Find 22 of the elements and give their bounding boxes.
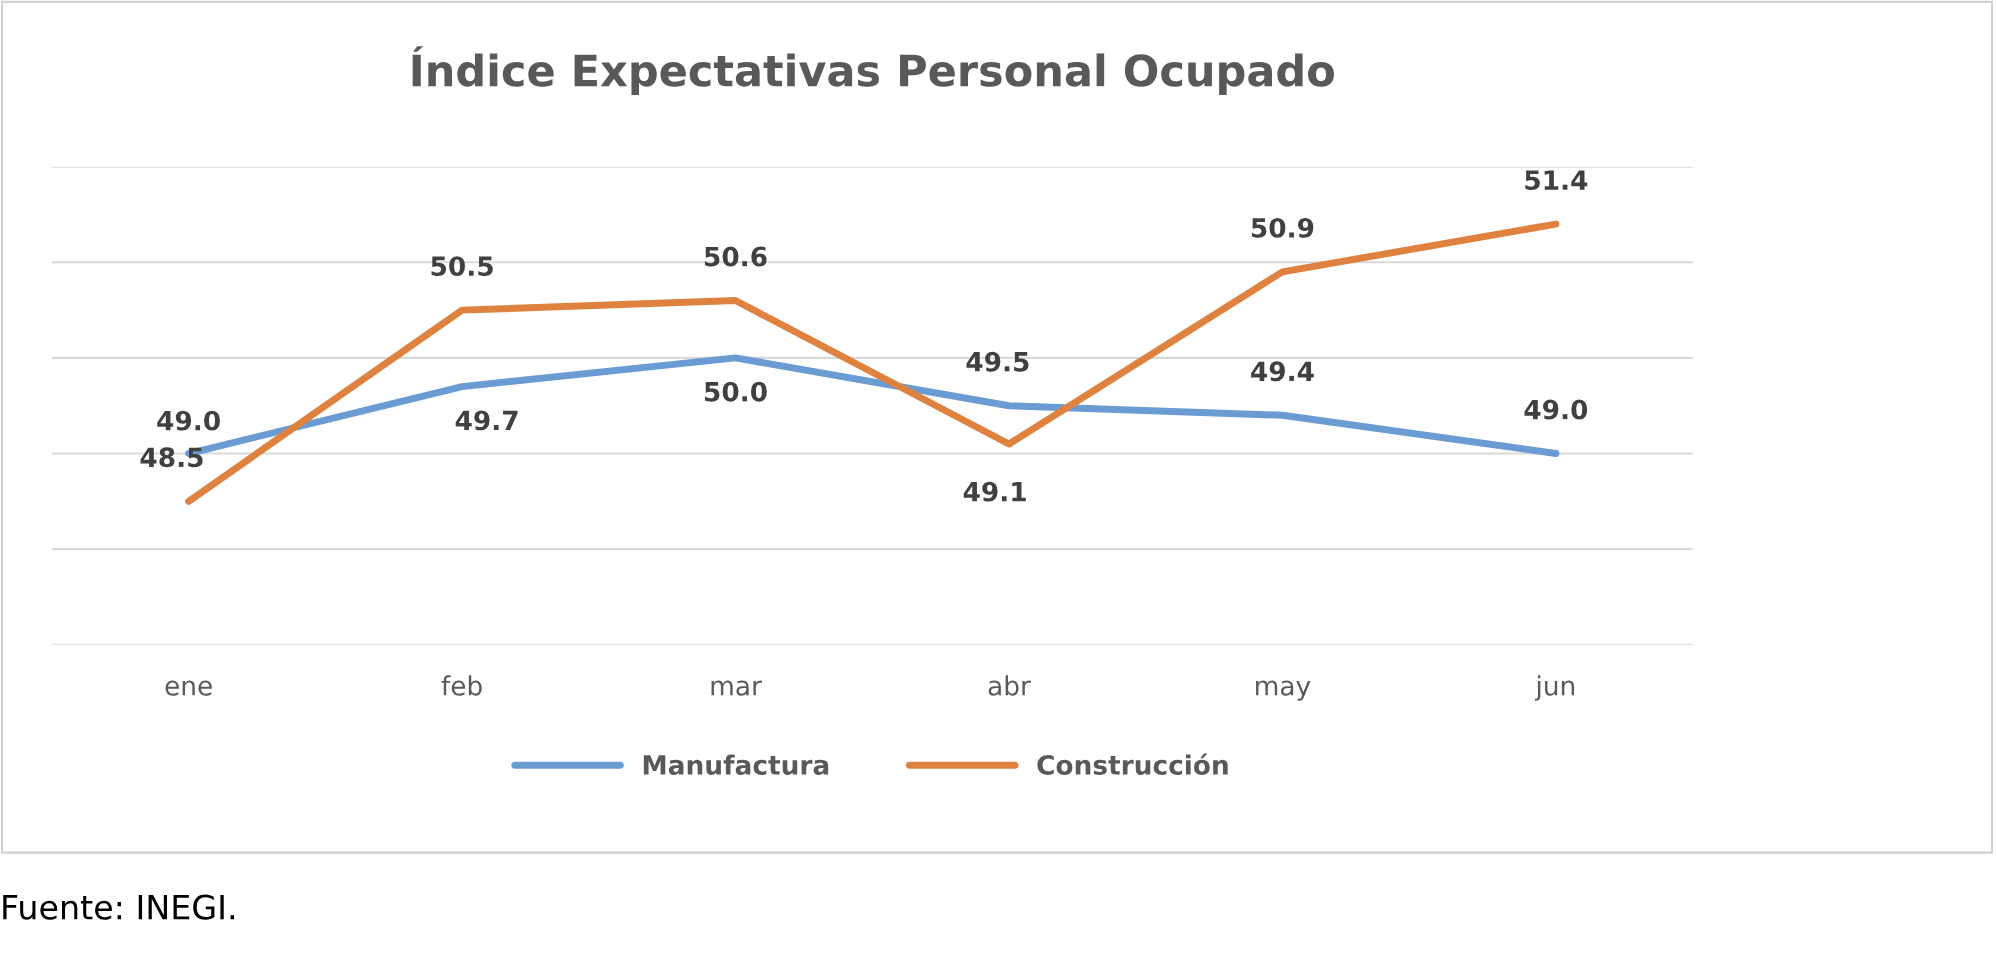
data-label: 49.7 xyxy=(455,410,518,431)
x-tick-label: jun xyxy=(1535,675,1575,701)
data-label: 51.4 xyxy=(1525,170,1588,191)
x-tick-label: ene xyxy=(165,680,212,696)
data-label: 50.0 xyxy=(705,381,767,402)
data-label: 48.5 xyxy=(140,447,203,468)
data-label: 50.5 xyxy=(431,256,493,277)
source-note: Fuente: INEGI. xyxy=(3,894,234,920)
x-tick-label: may xyxy=(1256,680,1311,701)
data-label: 50.6 xyxy=(705,246,767,267)
data-label: 49.5 xyxy=(966,351,1029,372)
x-tick-label: feb xyxy=(441,675,482,696)
chart-title: Índice Expectativas Personal Ocupado xyxy=(412,46,1334,96)
legend-label: Construcción xyxy=(1037,753,1228,775)
data-label: 50.9 xyxy=(1251,217,1314,238)
data-label: 49.4 xyxy=(1251,361,1314,382)
legend-label: Manufactura xyxy=(643,754,829,775)
data-label: 49.0 xyxy=(157,410,220,431)
data-label: 49.0 xyxy=(1524,399,1588,420)
x-tick-label: abr xyxy=(988,675,1031,696)
data-label: 49.1 xyxy=(963,481,1026,502)
x-tick-label: mar xyxy=(711,680,762,696)
